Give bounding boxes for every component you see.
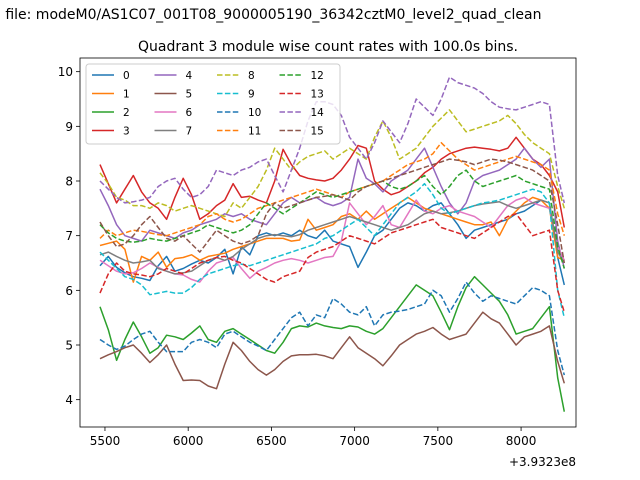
series-line-13 [99, 213, 566, 313]
legend-label-14: 14 [311, 107, 325, 119]
legend-label-1: 1 [123, 89, 130, 101]
legend-label-6: 6 [186, 107, 193, 119]
legend-label-2: 2 [123, 107, 130, 119]
legend-label-5: 5 [186, 89, 193, 101]
series-line-15 [99, 158, 566, 264]
series-line-12 [99, 169, 566, 269]
legend-label-7: 7 [186, 126, 193, 138]
x-tick-label: 5500 [90, 434, 121, 448]
legend-frame [85, 63, 341, 145]
legend-label-13: 13 [311, 89, 324, 101]
legend-label-15: 15 [311, 126, 324, 138]
legend-label-11: 11 [248, 126, 261, 138]
series-line-5 [99, 311, 566, 390]
series-line-8 [99, 109, 566, 218]
y-tick-label: 10 [58, 65, 73, 79]
x-tick-label: 7500 [423, 434, 454, 448]
series-line-7 [99, 199, 565, 275]
y-tick-label: 8 [65, 175, 73, 189]
legend-label-9: 9 [248, 89, 255, 101]
x-tick-label: 7000 [339, 434, 370, 448]
series-line-10 [99, 281, 566, 376]
y-tick-label: 7 [65, 229, 73, 243]
y-tick-label: 6 [65, 284, 73, 298]
series-line-1 [99, 196, 565, 283]
legend-label-4: 4 [186, 70, 193, 82]
legend-label-12: 12 [311, 70, 324, 82]
series-line-2 [99, 275, 566, 412]
x-tick-label: 6000 [173, 434, 204, 448]
series-line-9 [99, 182, 566, 318]
legend-label-3: 3 [123, 126, 130, 138]
legend-label-8: 8 [248, 70, 255, 82]
series-line-3 [99, 136, 566, 228]
figure-suptitle: n file: modeM0/AS1C07_001T08_9000005190_… [0, 7, 541, 23]
x-tick-label: 6500 [256, 434, 287, 448]
y-tick-label: 9 [65, 120, 73, 134]
plot-frame [79, 57, 577, 428]
x-tick-label: 8000 [506, 434, 537, 448]
series-line-4 [99, 147, 566, 269]
legend-label-0: 0 [123, 70, 130, 82]
legend-label-10: 10 [248, 107, 261, 119]
y-tick-label: 4 [65, 393, 73, 407]
y-tick-label: 5 [65, 339, 73, 353]
x-offset-label: +3.9323e8 [509, 455, 576, 469]
chart-title: Quadrant 3 module wise count rates with … [138, 39, 518, 55]
